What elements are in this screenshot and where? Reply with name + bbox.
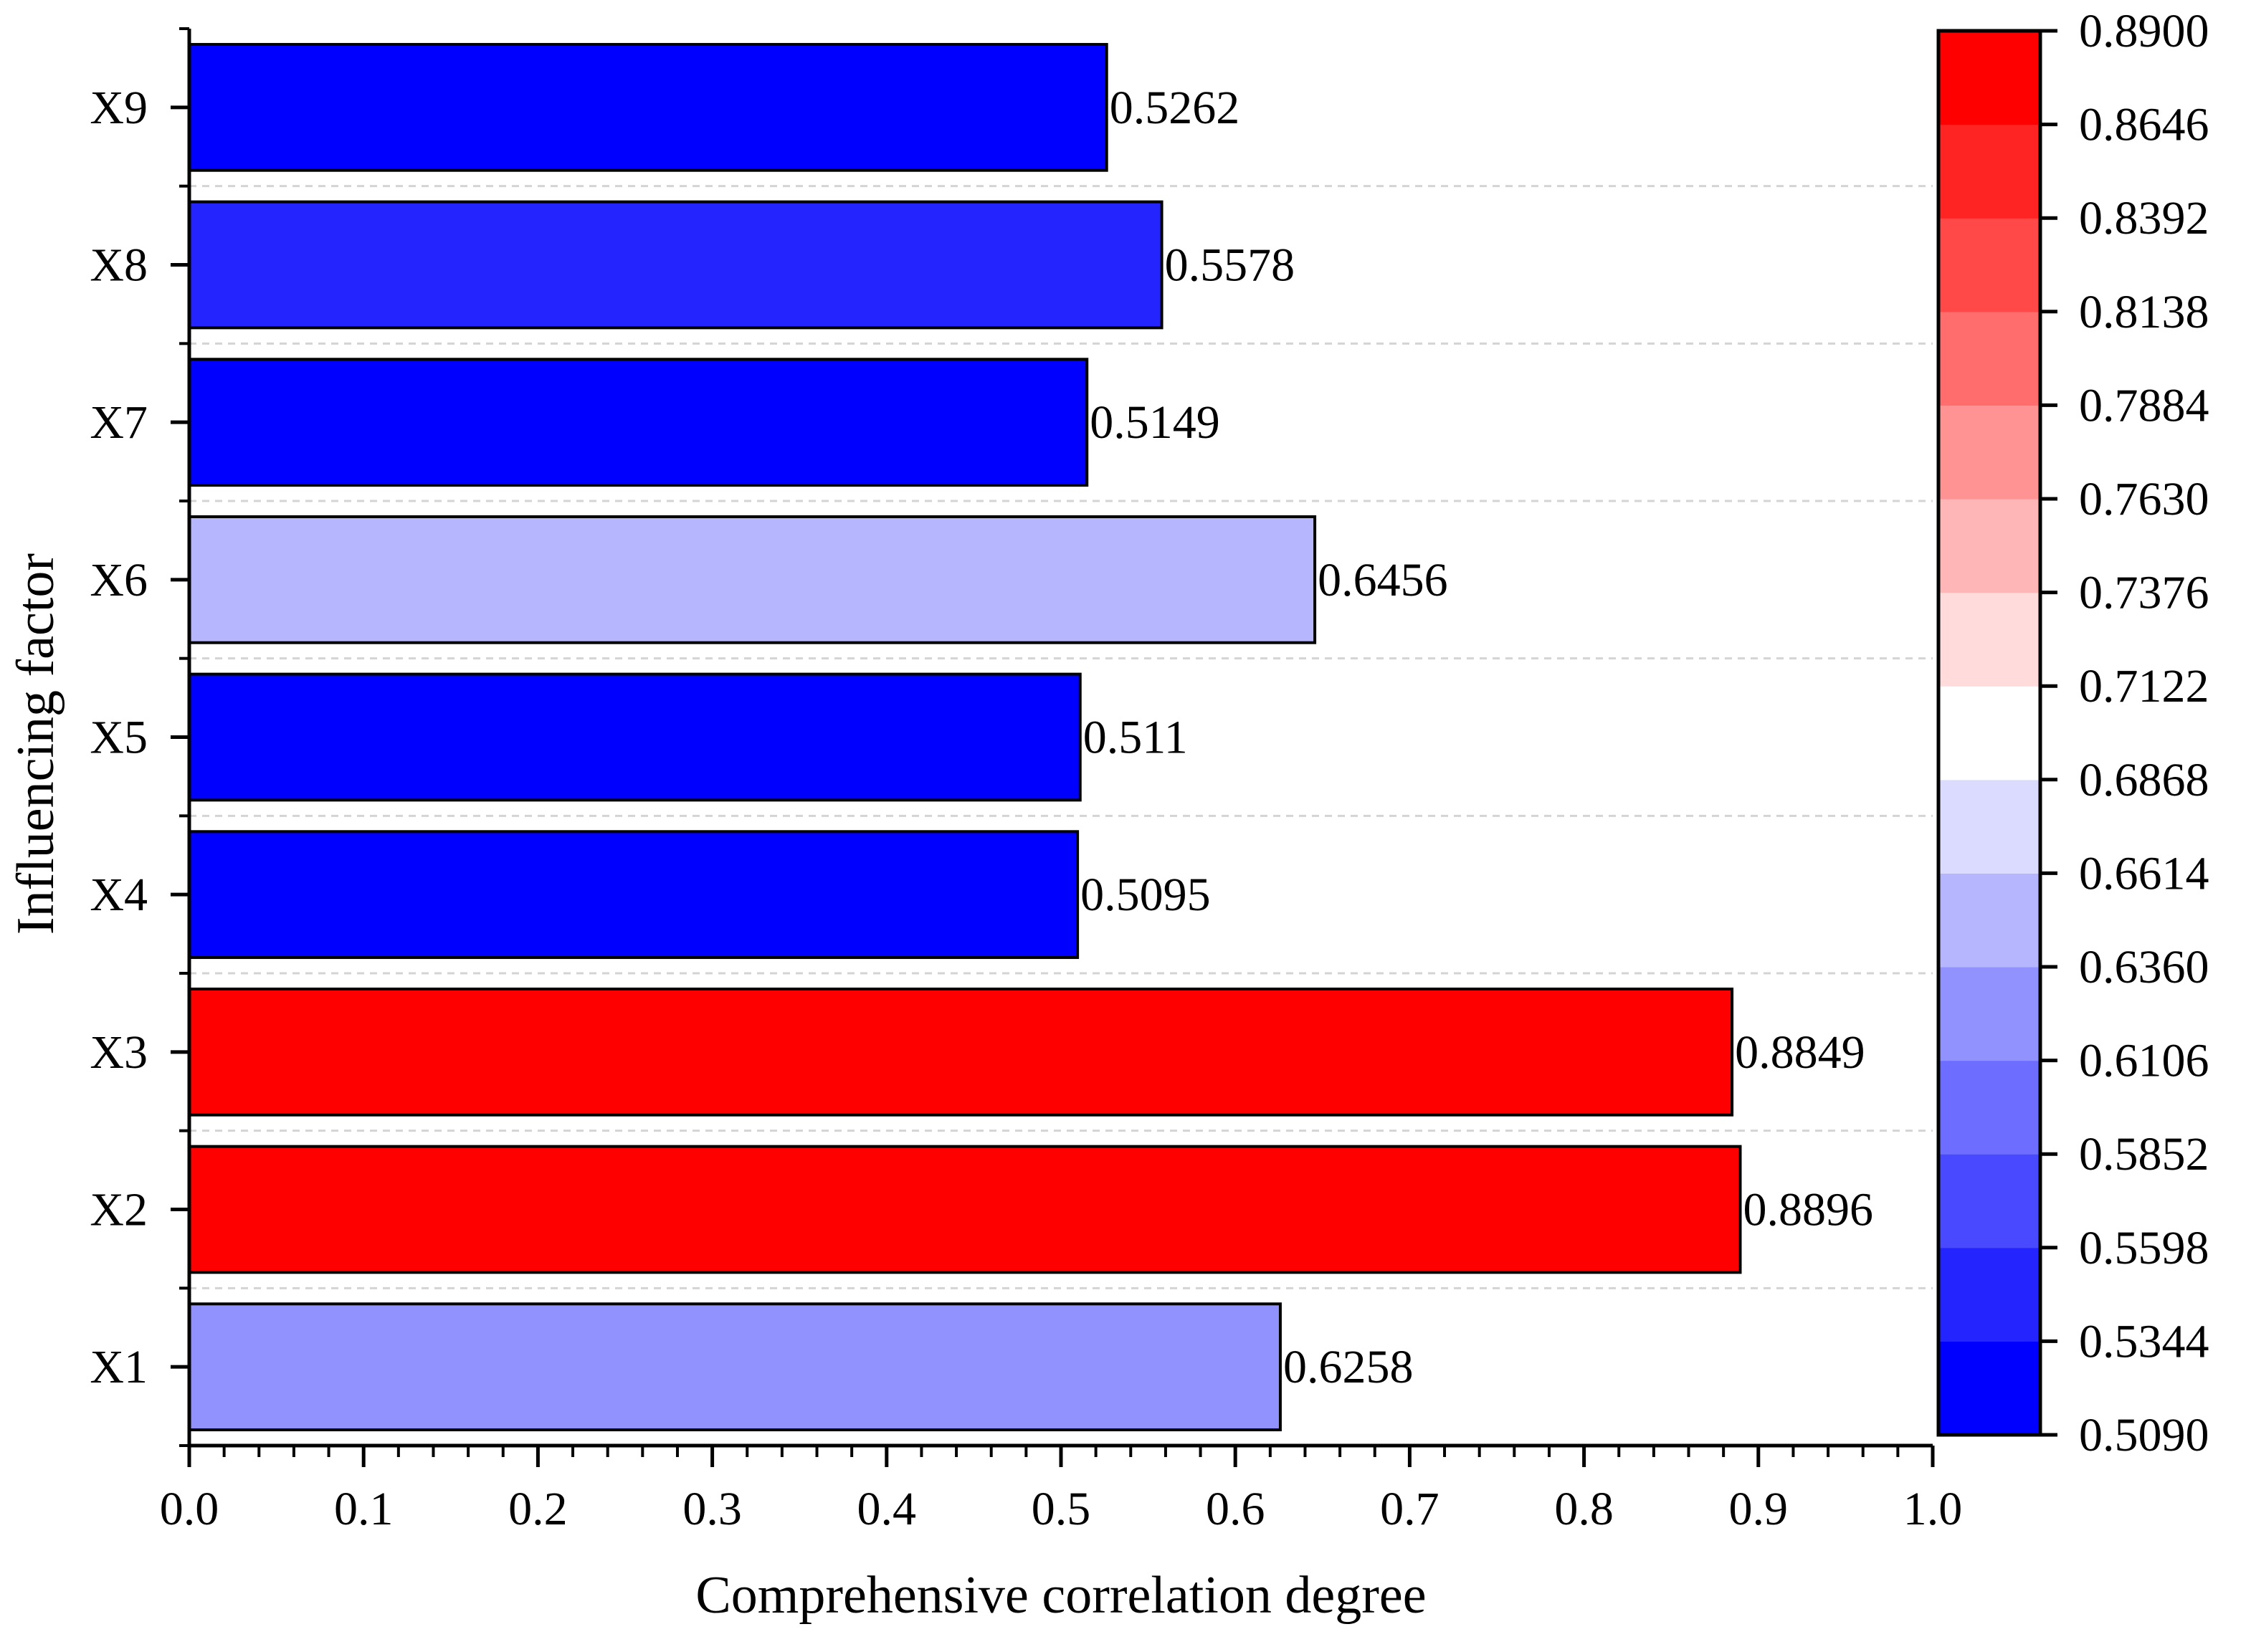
x-tick-label: 1.0 (1903, 1483, 1963, 1535)
colorbar-tick-label: 0.5344 (2079, 1315, 2209, 1367)
bar-x5 (188, 672, 1082, 802)
colorbar-segment (1938, 873, 2040, 968)
colorbar-tick-label: 0.5090 (2079, 1409, 2209, 1461)
colorbar-border (1936, 29, 2042, 1437)
x-tick-label: 0.4 (857, 1483, 917, 1535)
value-label-x2: 0.8896 (1743, 1184, 1874, 1236)
category-label-x1: X1 (90, 1341, 148, 1393)
colorbar-tick-label: 0.7122 (2079, 660, 2209, 712)
x-tick-label: 0.7 (1380, 1483, 1439, 1535)
colorbar-segment (1938, 1154, 2040, 1248)
category-label-x2: X2 (90, 1184, 148, 1236)
bar-x3 (188, 987, 1734, 1117)
category-label-x3: X3 (90, 1026, 148, 1079)
colorbar-segment (1938, 499, 2040, 593)
category-label-x8: X8 (90, 239, 148, 292)
colorbar-segment (1938, 1060, 2040, 1155)
x-tick-label: 0.3 (682, 1483, 742, 1535)
category-label-x5: X5 (90, 712, 148, 764)
colorbar-segment (1938, 218, 2040, 312)
colorbar-tick-label: 0.8138 (2079, 286, 2209, 338)
x-tick-label: 0.2 (508, 1483, 568, 1535)
x-tick-label: 0.6 (1206, 1483, 1265, 1535)
value-label-x3: 0.8849 (1735, 1026, 1865, 1079)
colorbar-tick-label: 0.6106 (2079, 1035, 2209, 1087)
value-label-x6: 0.6456 (1318, 554, 1448, 606)
bar-x1 (188, 1302, 1282, 1432)
y-axis-title: Influencing factor (6, 553, 65, 935)
value-labels: 0.6258 0.8896 0.8849 0.5095 0.511 0.6456 0.514… (1080, 82, 1873, 1393)
colorbar-tick-label: 0.7376 (2079, 567, 2209, 619)
bars (188, 42, 1742, 1432)
x-tick-label: 0.1 (334, 1483, 394, 1535)
colorbar-segment (1938, 592, 2040, 687)
category-label-x6: X6 (90, 554, 148, 606)
value-label-x5: 0.511 (1083, 712, 1188, 764)
bar-x6 (188, 515, 1317, 644)
bar-x4 (188, 830, 1080, 960)
value-label-x8: 0.5578 (1165, 239, 1295, 292)
grid-lines (189, 185, 1933, 1289)
y-ticks: X1 X2 X3 X4 X5 X6 X7 X8 X9 (90, 27, 189, 1447)
colorbar-segment (1938, 686, 2040, 780)
colorbar: 0.5090 0.5344 0.5598 0.5852 0.6106 0.6360 0.66… (1936, 5, 2209, 1461)
x-tick-label: 0.5 (1032, 1483, 1091, 1535)
colorbar-tick-label: 0.8392 (2079, 192, 2209, 244)
bar-x2 (188, 1145, 1742, 1274)
colorbar-tick-label: 0.6868 (2079, 754, 2209, 806)
colorbar-tick-label: 0.5852 (2079, 1128, 2209, 1180)
category-label-x9: X9 (90, 82, 148, 134)
x-ticks: 0.0 0.1 0.2 0.3 0.4 0.5 0.6 0.7 0.8 0.9 1.0 (160, 1446, 1963, 1535)
colorbar-segment (1938, 124, 2040, 219)
colorbar-segment (1938, 311, 2040, 406)
x-axis-title: Comprehensive correlation degree (695, 1566, 1426, 1625)
bar-x8 (188, 200, 1163, 330)
colorbar-tick-label: 0.5598 (2079, 1222, 2209, 1274)
colorbar-tick-label: 0.8646 (2079, 99, 2209, 151)
x-tick-label: 0.9 (1729, 1483, 1789, 1535)
bar-x7 (188, 358, 1089, 487)
colorbar-tick-label: 0.6614 (2079, 847, 2209, 899)
category-label-x4: X4 (90, 869, 148, 921)
value-label-x9: 0.5262 (1110, 82, 1240, 134)
colorbar-segment (1938, 1247, 2040, 1342)
x-tick-label: 0.0 (160, 1483, 219, 1535)
colorbar-segment (1938, 31, 2040, 125)
colorbar-tick-label: 0.8900 (2079, 5, 2209, 57)
colorbar-segment (1938, 779, 2040, 874)
colorbar-tick-label: 0.7884 (2079, 379, 2209, 431)
bar-x9 (188, 42, 1108, 172)
colorbar-segment (1938, 1341, 2040, 1436)
value-label-x1: 0.6258 (1283, 1341, 1414, 1393)
colorbar-segment (1938, 967, 2040, 1061)
colorbar-tick-label: 0.6360 (2079, 941, 2209, 993)
x-tick-label: 0.8 (1554, 1483, 1614, 1535)
value-label-x7: 0.5149 (1090, 396, 1220, 449)
colorbar-segment (1938, 405, 2040, 500)
colorbar-tick-label: 0.7630 (2079, 473, 2209, 525)
category-label-x7: X7 (90, 396, 148, 449)
value-label-x4: 0.5095 (1080, 869, 1211, 921)
